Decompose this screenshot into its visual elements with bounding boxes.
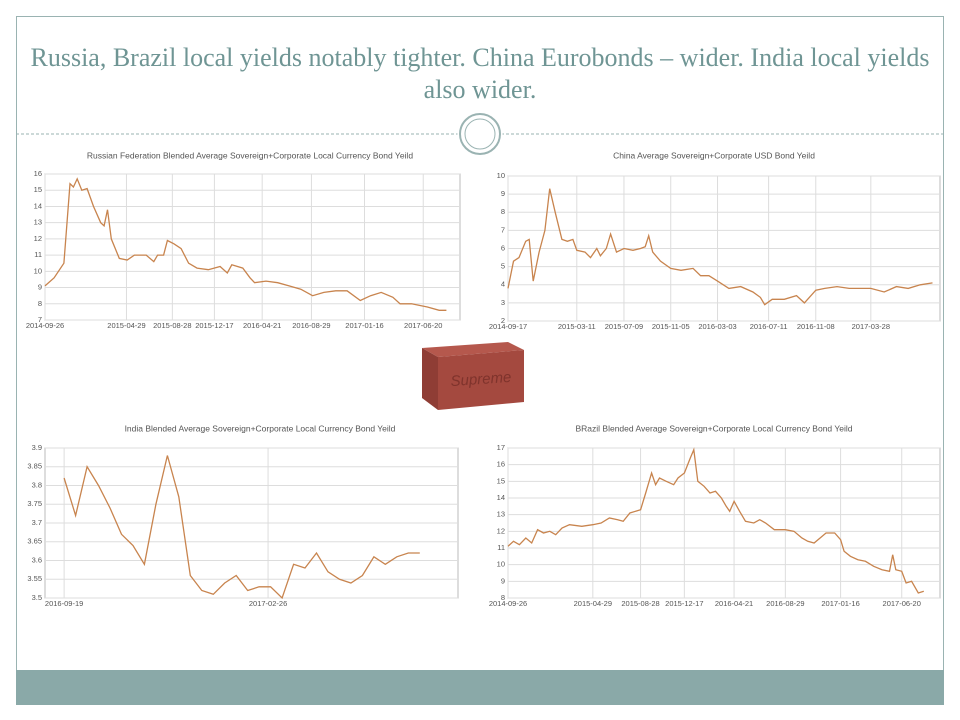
x-tick-label: 2017-01-16: [821, 599, 859, 608]
y-tick-label: 9: [501, 576, 505, 585]
x-tick-label: 2015-12-17: [195, 321, 233, 330]
x-tick-label: 2017-06-20: [883, 599, 921, 608]
x-tick-label: 2016-08-29: [292, 321, 330, 330]
x-tick-label: 2017-01-16: [345, 321, 383, 330]
plot-background: [507, 447, 941, 599]
x-tick-label: 2016-07-11: [750, 322, 788, 331]
data-line: [507, 188, 933, 306]
footer-bar: [16, 670, 944, 705]
x-tick-label: 2015-11-05: [652, 322, 690, 331]
y-tick-label: 13: [34, 218, 42, 227]
brick-top: [422, 342, 524, 357]
x-tick-label: 2016-03-03: [698, 322, 736, 331]
y-tick-label: 10: [497, 171, 505, 180]
x-tick-label: 2016-09-19: [45, 599, 83, 608]
x-tick-label: 2014-09-26: [26, 321, 64, 330]
y-tick-label: 14: [34, 201, 42, 210]
x-tick-label: 2014-09-17: [489, 322, 527, 331]
x-tick-label: 2017-02-26: [249, 599, 287, 608]
y-tick-label: 15: [34, 185, 42, 194]
y-tick-label: 9: [38, 283, 42, 292]
y-tick-label: 2: [501, 316, 505, 325]
y-tick-label: 17: [497, 443, 505, 452]
y-tick-label: 7: [501, 225, 505, 234]
y-tick-label: 15: [497, 476, 505, 485]
y-tick-label: 3.6: [32, 555, 42, 564]
y-tick-label: 3.75: [27, 499, 42, 508]
y-tick-label: 3.5: [32, 593, 42, 602]
x-tick-label: 2017-06-20: [404, 321, 442, 330]
brick-label: Supreme: [450, 369, 512, 390]
y-tick-label: 3.85: [27, 462, 42, 471]
x-tick-label: 2017-03-28: [852, 322, 890, 331]
y-tick-label: 12: [34, 234, 42, 243]
x-tick-label: 2015-04-29: [107, 321, 145, 330]
y-tick-label: 4: [501, 280, 505, 289]
chart-title: BRazil Blended Average Sovereign+Corpora…: [576, 423, 853, 433]
y-tick-label: 3: [501, 298, 505, 307]
y-tick-label: 7: [38, 315, 42, 324]
y-tick-label: 14: [497, 493, 505, 502]
brick: Supreme: [422, 342, 524, 410]
x-tick-label: 2016-11-08: [797, 322, 835, 331]
y-tick-label: 8: [501, 207, 505, 216]
x-tick-label: 2014-09-26: [489, 599, 527, 608]
y-tick-label: 11: [497, 543, 505, 552]
y-tick-label: 9: [501, 189, 505, 198]
y-tick-label: 8: [38, 299, 42, 308]
y-tick-label: 3.65: [27, 537, 42, 546]
chart-title: Russian Federation Blended Average Sover…: [87, 150, 413, 160]
y-tick-label: 13: [497, 510, 505, 519]
y-tick-label: 16: [497, 460, 505, 469]
ornament-ring: [459, 113, 501, 155]
ornament-bg: [457, 111, 503, 157]
chart-title: India Blended Average Sovereign+Corporat…: [125, 423, 396, 433]
y-tick-label: 11: [34, 250, 42, 259]
y-tick-label: 16: [34, 169, 42, 178]
y-tick-label: 12: [497, 526, 505, 535]
y-tick-label: 6: [501, 243, 505, 252]
x-tick-label: 2015-04-29: [574, 599, 612, 608]
x-tick-label: 2015-07-09: [605, 322, 643, 331]
ornament-ring: [464, 118, 496, 150]
data-line: [44, 177, 447, 311]
brick-side: [422, 348, 438, 410]
slide-title: Russia, Brazil local yields notably tigh…: [30, 43, 930, 104]
y-tick-label: 3.9: [32, 443, 42, 452]
y-tick-label: 3.8: [32, 480, 42, 489]
x-tick-label: 2016-08-29: [766, 599, 804, 608]
data-line: [63, 455, 420, 600]
x-tick-label: 2016-04-21: [243, 321, 281, 330]
plot-background: [44, 173, 461, 321]
y-tick-label: 10: [34, 266, 42, 275]
x-tick-label: 2015-03-11: [558, 322, 596, 331]
y-tick-label: 10: [497, 560, 505, 569]
chart-title: China Average Sovereign+Corporate USD Bo…: [613, 150, 815, 160]
y-tick-label: 3.55: [27, 574, 42, 583]
brick-face: [438, 350, 524, 410]
y-tick-label: 8: [501, 593, 505, 602]
x-tick-label: 2016-04-21: [715, 599, 753, 608]
x-tick-label: 2015-12-17: [665, 599, 703, 608]
y-tick-label: 5: [501, 262, 505, 271]
x-tick-label: 2015-08-28: [621, 599, 659, 608]
y-tick-label: 3.7: [32, 518, 42, 527]
data-line: [507, 447, 924, 594]
x-tick-label: 2015-08-28: [153, 321, 191, 330]
